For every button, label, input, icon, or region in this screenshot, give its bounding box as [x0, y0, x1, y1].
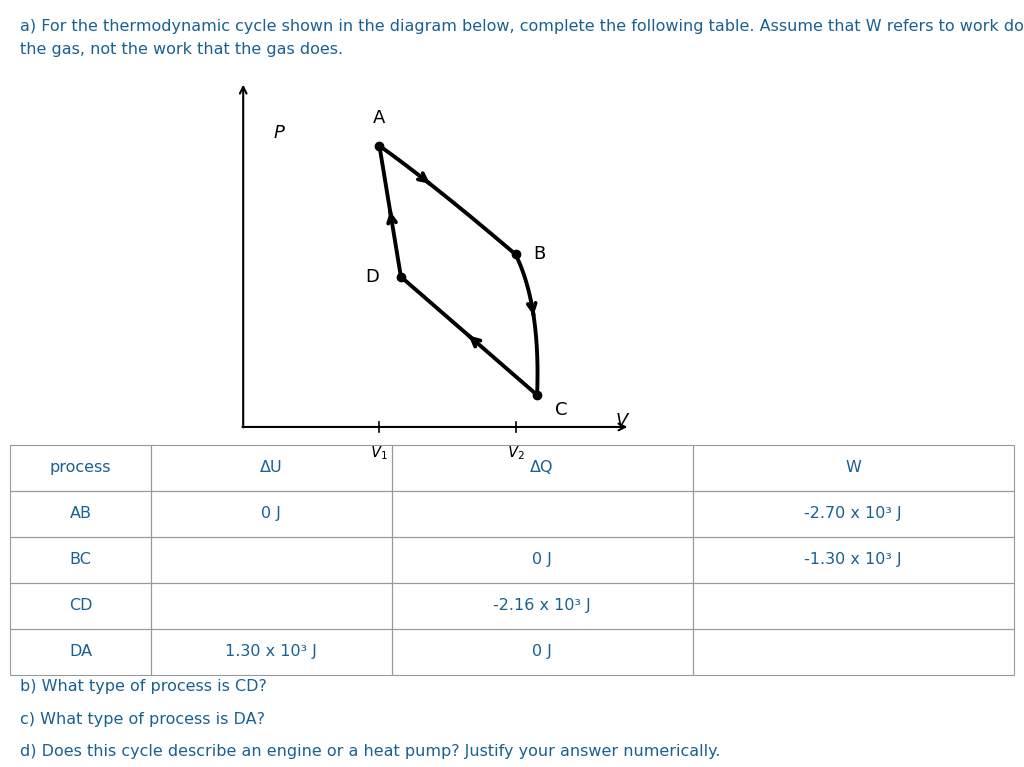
Text: -2.16 x 10³ J: -2.16 x 10³ J: [494, 598, 591, 614]
Text: 0 J: 0 J: [532, 552, 552, 568]
Bar: [151, 583, 391, 629]
Text: d) Does this cycle describe an engine or a heat pump? Justify your answer numeri: d) Does this cycle describe an engine or…: [20, 744, 721, 759]
Text: b) What type of process is CD?: b) What type of process is CD?: [20, 679, 267, 694]
Text: process: process: [50, 460, 112, 476]
Bar: [151, 445, 391, 491]
Text: 1.30 x 10³ J: 1.30 x 10³ J: [225, 644, 317, 660]
Bar: [10, 537, 151, 583]
Bar: [391, 537, 692, 583]
Bar: [692, 629, 1014, 675]
Text: 0 J: 0 J: [261, 506, 282, 522]
Text: c) What type of process is DA?: c) What type of process is DA?: [20, 712, 265, 727]
Bar: [692, 491, 1014, 537]
Bar: [10, 583, 151, 629]
Text: D: D: [366, 268, 380, 286]
Text: A: A: [373, 109, 386, 127]
Bar: [391, 491, 692, 537]
Bar: [10, 491, 151, 537]
Text: the gas, not the work that the gas does.: the gas, not the work that the gas does.: [20, 42, 344, 58]
Text: $V$: $V$: [615, 412, 631, 430]
Bar: [391, 629, 692, 675]
Text: -2.70 x 10³ J: -2.70 x 10³ J: [805, 506, 902, 522]
Bar: [151, 491, 391, 537]
Text: BC: BC: [70, 552, 91, 568]
Text: $V_1$: $V_1$: [371, 443, 388, 462]
Bar: [10, 629, 151, 675]
Text: -1.30 x 10³ J: -1.30 x 10³ J: [805, 552, 902, 568]
Bar: [692, 445, 1014, 491]
Text: W: W: [845, 460, 861, 476]
Bar: [151, 537, 391, 583]
Text: ΔQ: ΔQ: [530, 460, 554, 476]
Bar: [391, 445, 692, 491]
Text: $V_2$: $V_2$: [507, 443, 524, 462]
Text: a) For the thermodynamic cycle shown in the diagram below, complete the followin: a) For the thermodynamic cycle shown in …: [20, 19, 1024, 35]
Text: DA: DA: [69, 644, 92, 660]
Text: AB: AB: [70, 506, 91, 522]
Bar: [10, 445, 151, 491]
Text: B: B: [534, 245, 546, 263]
Text: 0 J: 0 J: [532, 644, 552, 660]
Bar: [692, 583, 1014, 629]
Text: $P$: $P$: [272, 124, 286, 142]
Bar: [151, 629, 391, 675]
Bar: [692, 537, 1014, 583]
Text: ΔU: ΔU: [260, 460, 283, 476]
Text: C: C: [555, 401, 567, 420]
Text: CD: CD: [69, 598, 92, 614]
Bar: [391, 583, 692, 629]
